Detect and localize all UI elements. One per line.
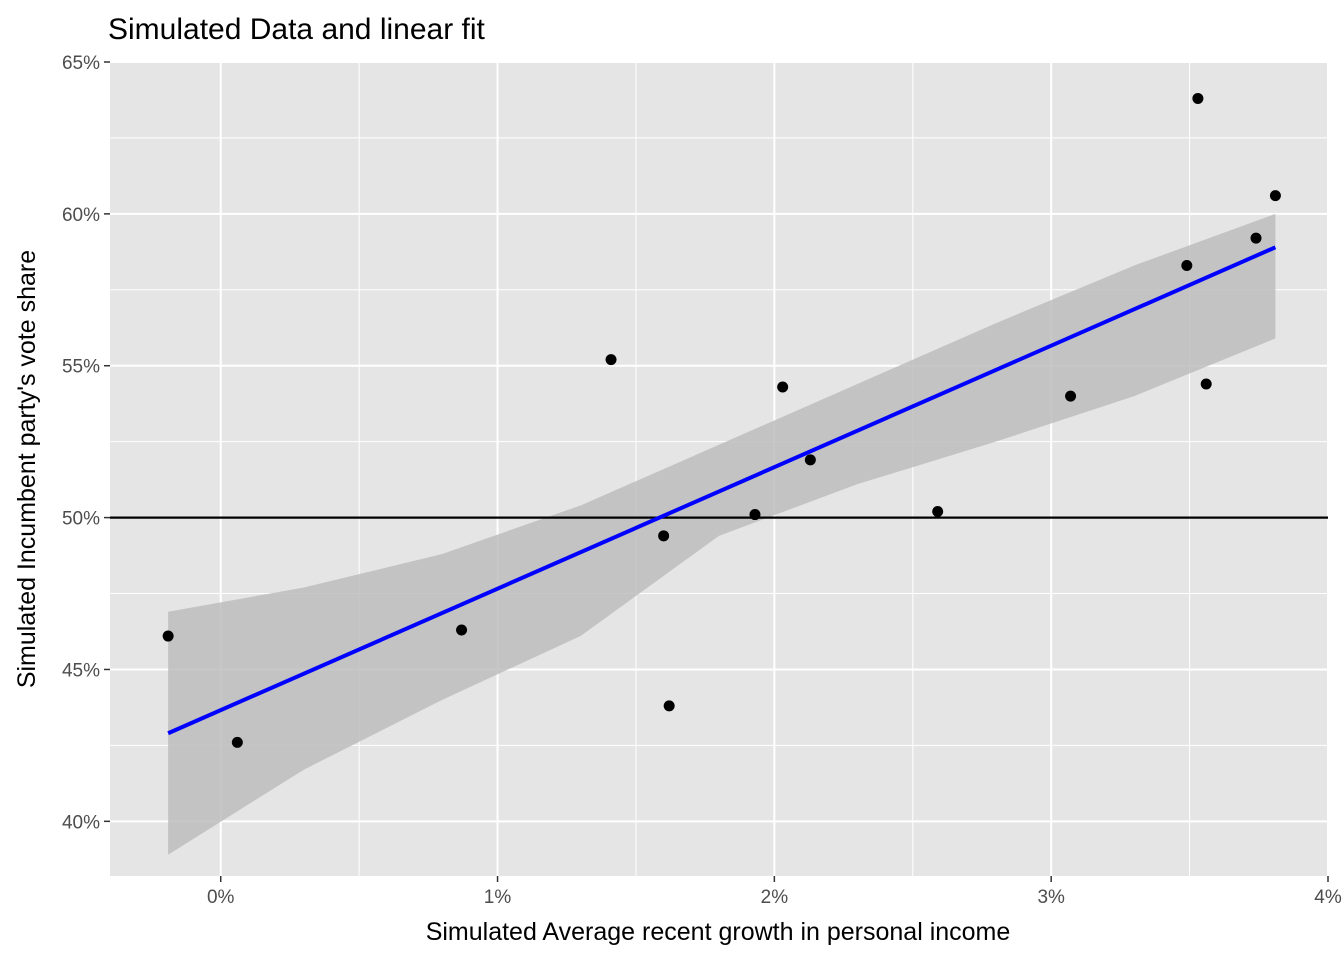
confidence-band: [168, 213, 1276, 855]
y-tick-label: 40%: [62, 812, 100, 833]
x-tick-label: 0%: [207, 887, 235, 908]
data-point: [231, 736, 243, 748]
y-tick-label: 50%: [62, 509, 100, 530]
x-axis-title: Simulated Average recent growth in perso…: [426, 918, 1011, 946]
y-tick-label: 65%: [62, 53, 100, 74]
x-axis: 0% 1% 2% 3% 4%: [207, 876, 1342, 908]
data-point: [1192, 92, 1204, 104]
x-tick-label: 3%: [1037, 887, 1065, 908]
data-point: [1200, 378, 1212, 390]
data-point: [605, 354, 617, 366]
fit-line: [167, 245, 1277, 736]
data-point: [777, 381, 789, 393]
x-tick-label: 4%: [1314, 887, 1342, 908]
plot-panel: [110, 61, 1329, 876]
y-tick-label: 45%: [62, 660, 100, 681]
data-point: [1250, 232, 1262, 244]
data-point: [658, 530, 670, 542]
data-point: [1181, 260, 1193, 271]
data-point: [804, 454, 816, 466]
chart-title: Simulated Data and linear fit: [108, 13, 486, 46]
y-tick-label: 60%: [62, 205, 100, 226]
y-tick-label: 55%: [62, 357, 100, 378]
data-point: [1269, 190, 1281, 202]
x-tick-label: 2%: [761, 887, 789, 908]
data-point: [1065, 390, 1077, 402]
data-point: [162, 630, 174, 642]
data-point: [932, 506, 944, 518]
data-point: [663, 700, 675, 712]
y-axis-title: Simulated Incumbent party's vote share: [13, 250, 41, 688]
data-point: [456, 624, 468, 636]
x-tick-label: 1%: [484, 887, 512, 908]
y-axis: 40% 45% 50% 55% 60% 65%: [62, 53, 110, 833]
data-point: [749, 509, 761, 521]
